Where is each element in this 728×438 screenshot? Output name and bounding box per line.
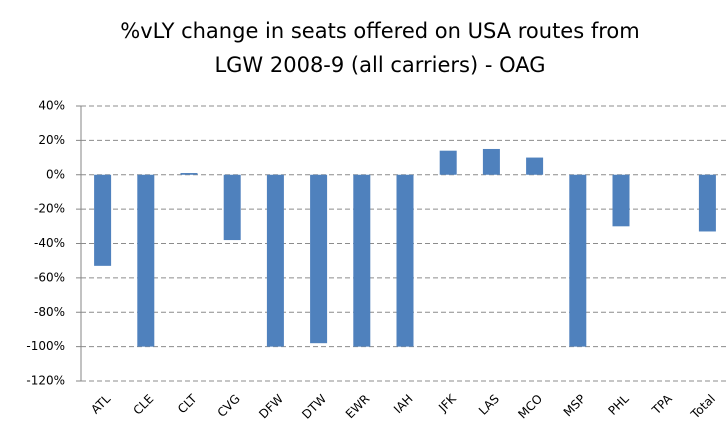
bar — [94, 174, 112, 266]
bar — [482, 148, 500, 175]
y-tick-label: -100% — [26, 339, 65, 353]
x-tick-label: ATL — [88, 391, 113, 416]
x-tick-label: CVG — [215, 392, 243, 420]
bar — [223, 174, 241, 241]
y-tick-label: -120% — [26, 374, 65, 388]
bar — [612, 174, 630, 227]
bar — [137, 174, 155, 347]
bar — [569, 174, 587, 347]
x-tick-label: EWR — [343, 392, 373, 422]
chart-title: LGW 2008-9 (all carriers) - OAG — [214, 53, 545, 77]
chart-title: %vLY change in seats offered on USA rout… — [120, 19, 639, 43]
x-tick-label: TPA — [649, 391, 676, 418]
x-tick-label: Total — [688, 392, 718, 422]
x-tick-label: PHL — [605, 391, 631, 417]
bar — [439, 150, 457, 175]
bar — [698, 174, 716, 232]
x-tick-label: MSP — [561, 392, 589, 420]
x-tick-label: JFK — [435, 391, 459, 415]
y-tick-label: 20% — [38, 133, 65, 147]
x-tick-label: MCO — [515, 392, 545, 422]
x-tick-label: LAS — [476, 392, 502, 418]
bar — [396, 174, 414, 347]
y-tick-label: 0% — [46, 167, 65, 181]
bar — [526, 157, 544, 175]
x-tick-label: CLE — [130, 392, 156, 418]
x-tick-label: DTW — [299, 392, 329, 422]
x-tick-label: CLT — [175, 391, 200, 416]
y-tick-label: -20% — [34, 202, 65, 216]
y-tick-label: -60% — [34, 270, 65, 284]
x-tick-label: IAH — [391, 392, 416, 417]
bar — [266, 174, 284, 347]
bar — [180, 173, 198, 175]
y-tick-label: -80% — [34, 305, 65, 319]
y-tick-label: -40% — [34, 236, 65, 250]
y-tick-label: 40% — [38, 99, 65, 113]
bar — [353, 174, 371, 347]
bar — [310, 174, 328, 344]
x-tick-label: DFW — [256, 392, 286, 422]
